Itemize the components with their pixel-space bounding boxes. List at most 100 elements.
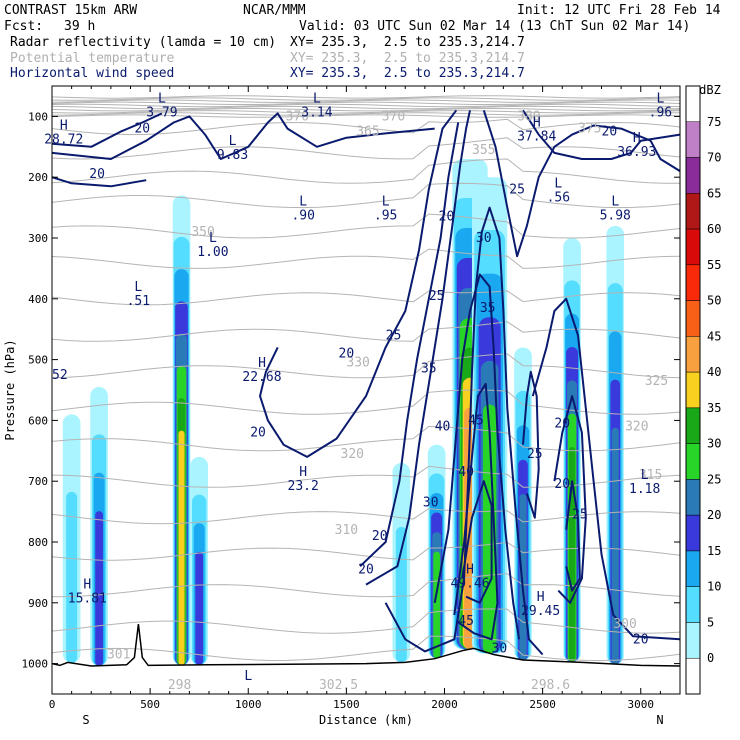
colorbar-swatch (685, 193, 701, 230)
theta-contour (52, 635, 680, 662)
theta-contour (52, 465, 680, 488)
extremum-value: 15.81 (68, 592, 107, 607)
extremum-value: .96 (649, 105, 672, 120)
wind-speed-label: 30 (423, 495, 439, 510)
x-tick-label: 0 (49, 698, 56, 711)
extremum-value: 3.14 (301, 105, 332, 120)
colorbar-swatch (685, 657, 701, 695)
theta-label: 355 (472, 143, 495, 158)
colorbar-swatch (685, 85, 701, 123)
plot-background (52, 86, 680, 694)
x-tick-label: 1000 (235, 698, 262, 711)
colorbar-swatch (685, 550, 701, 587)
init-time: Init: 12 UTC Fri 28 Feb 14 (517, 3, 721, 18)
theta-contour (52, 541, 680, 561)
wind-speed-contour (259, 109, 458, 458)
colorbar-label: 75 (707, 115, 721, 129)
wind-speed-contour (52, 112, 163, 148)
colorbar-label: 70 (707, 151, 721, 165)
wind-speed-contour (553, 395, 587, 604)
colorbar-swatch (685, 300, 701, 337)
wind-speed-label: 20 (89, 167, 105, 182)
colorbar-label: 15 (707, 544, 721, 558)
terrain-layer (52, 624, 680, 667)
colorbar-swatch (685, 586, 701, 623)
extremum-letter: H (633, 131, 641, 146)
extremum-letter: H (60, 119, 68, 134)
wind-speed-contour (52, 112, 435, 160)
extremum-value: 49.46 (450, 576, 489, 591)
y-tick-label: 100 (28, 110, 48, 123)
extremum-value: 9.83 (217, 148, 248, 163)
wind-speed-label: 30 (492, 641, 508, 656)
x-axis-north-label: N (656, 713, 663, 727)
extremum-value: 1.00 (197, 245, 228, 260)
y-axis-label: Pressure (hPa) (3, 339, 17, 440)
theta-label: 320 (341, 447, 364, 462)
reflectivity-band-10-25 (611, 427, 619, 665)
theta-label: 310 (335, 523, 358, 538)
x-tick-label: 2000 (431, 698, 458, 711)
reflectivity-band-0-10 (66, 491, 78, 663)
theta-label: 375 (578, 122, 601, 137)
theta-label: 350 (191, 225, 214, 240)
colorbar-label: 5 (707, 615, 714, 629)
colorbar-swatch (685, 443, 701, 480)
wind-speed-label: 20 (554, 477, 570, 492)
wind-speed-label: 20 (372, 529, 388, 544)
forecast-hour-value: 39 h (64, 19, 96, 34)
extremum-value: .51 (127, 294, 150, 309)
extremum-letter: H (83, 578, 91, 593)
theta-label: 301 (107, 647, 130, 662)
wind-speed-label: 35 (421, 362, 437, 377)
model-title: CONTRAST 15km ARW (4, 3, 138, 18)
extremum-value: .56 (547, 190, 570, 205)
wind-speed-label: 20 (439, 210, 455, 225)
reflectivity-band-2-40 (178, 430, 185, 666)
colorbar-label: 40 (707, 365, 721, 379)
theta-contour (52, 137, 680, 160)
field-name-reflectivity: Radar reflectivity (lamda = 10 cm) (10, 35, 277, 50)
extremum-letter: L (641, 468, 649, 483)
theta-contour (52, 508, 680, 525)
colorbar-swatch (685, 622, 701, 659)
wind-speed-label: 40 (435, 419, 451, 434)
extremum-letter: L (611, 195, 619, 210)
y-tick-label: 600 (28, 414, 48, 427)
extremum-letter: L (244, 669, 252, 684)
theta-stratosphere-contour (52, 112, 680, 116)
x-tick-label: 3000 (628, 698, 655, 711)
colorbar-swatch (685, 479, 701, 516)
theta-contour (52, 425, 680, 452)
wind-speed-contour (531, 297, 680, 641)
valid-time: Valid: 03 UTC Sun 02 Mar 14 (13 ChT Sun … (299, 19, 691, 34)
plot-area (52, 86, 680, 694)
colorbar-label: 0 (707, 651, 714, 665)
org-label: NCAR/MMM (243, 3, 306, 18)
axes: 100 200 300 400 500 600 700 800 900 1000 0 500 1000 1… (22, 85, 681, 711)
wind-speed-label: 20 (554, 416, 570, 431)
field-name-theta: Potential temperature (10, 51, 175, 66)
wind-speed-contour (461, 480, 493, 604)
reflectivity-band-1-20 (95, 511, 103, 666)
theta-label: 315 (639, 468, 662, 483)
wind-speed-contour (52, 176, 147, 188)
wind-speed-contour (384, 206, 544, 656)
wind-speed-contour (359, 122, 460, 568)
theta-contour (52, 213, 680, 239)
x-axis-label: Distance (km) (319, 713, 413, 727)
wind-speed-label: 25 (429, 289, 445, 304)
y-tick-label: 1000 (22, 658, 49, 671)
colorbar-label: 60 (707, 222, 721, 236)
theta-stratosphere-contour (52, 105, 680, 110)
colorbar-label: 20 (707, 508, 721, 522)
theta-contour (52, 608, 680, 634)
extremum-value: 29.45 (521, 604, 560, 619)
colorbar-label: 25 (707, 472, 721, 486)
y-tick-label: 300 (28, 232, 48, 245)
field-xy-wind: XY= 235.3, 2.5 to 235.3,214.7 (290, 66, 525, 81)
theta-stratosphere-contour (52, 97, 680, 101)
theta-label: 325 (645, 374, 668, 389)
theta-stratosphere-contour (52, 95, 680, 99)
